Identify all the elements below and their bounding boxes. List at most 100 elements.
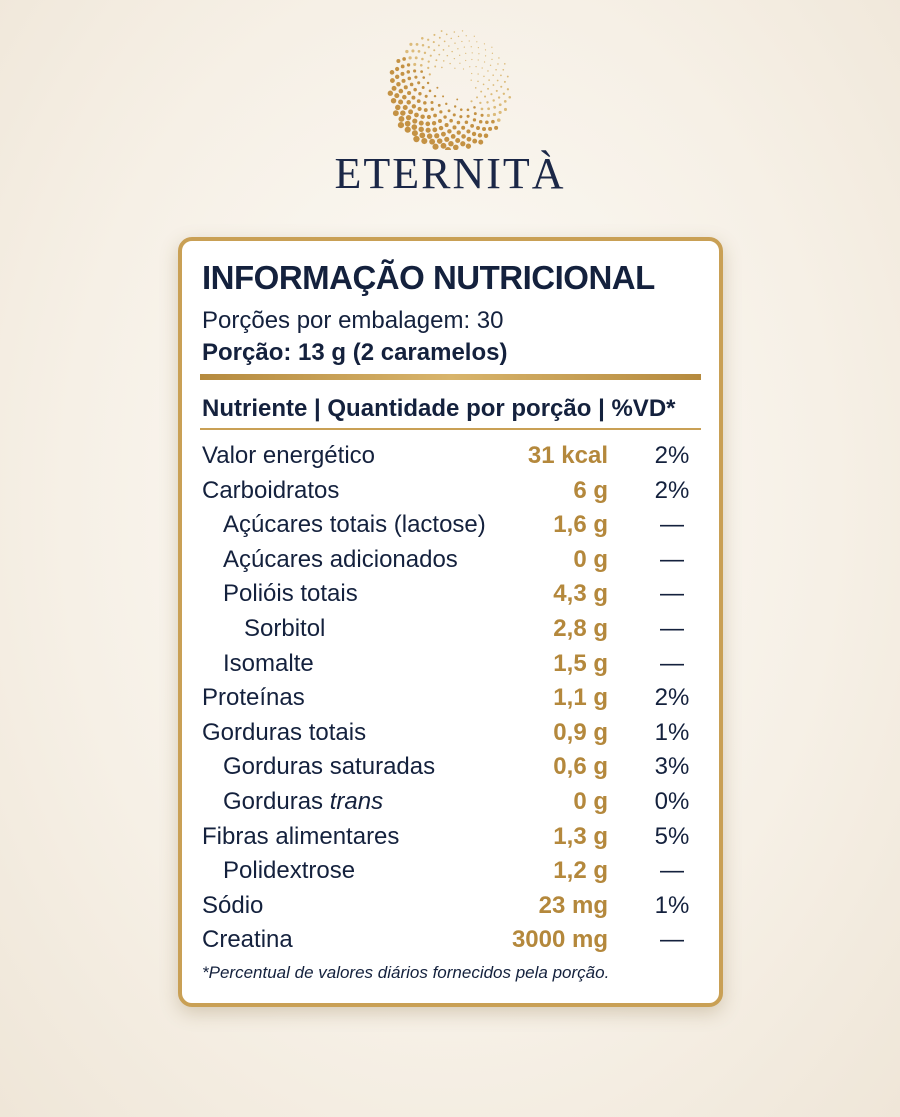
logo-dot	[487, 87, 489, 90]
nutrient-amount: 4,3 g	[553, 580, 608, 608]
nutrient-dv: 5%	[654, 822, 690, 850]
nutrient-name: Gorduras totais	[202, 718, 367, 746]
logo-dot	[425, 121, 431, 127]
logo-dot	[500, 74, 502, 77]
nutrient-name-text: Sódio	[202, 891, 264, 919]
nutrient-dv: —	[660, 857, 684, 885]
logo-dot	[475, 65, 477, 68]
nutrient-name-text: Creatina	[202, 926, 293, 954]
logo-dot	[487, 107, 491, 111]
logo-dot	[406, 70, 411, 74]
logo-dot	[443, 115, 447, 119]
logo-dot	[504, 63, 506, 65]
logo-dot	[423, 108, 428, 112]
logo-dot	[459, 54, 461, 56]
logo-dot	[426, 81, 430, 85]
logo-dot	[428, 89, 432, 93]
logo-dot	[408, 56, 412, 60]
logo-dot	[417, 106, 422, 112]
logo-dot	[449, 118, 453, 123]
logo-dot	[471, 131, 477, 137]
logo-dot	[465, 143, 472, 149]
logo-dot	[481, 67, 483, 69]
logo-dot	[477, 59, 479, 61]
logo-dot	[474, 87, 477, 89]
nutrition-card: INFORMAÇÃO NUTRICIONAL Porções por embal…	[178, 237, 723, 1007]
logo-dot	[389, 70, 395, 75]
logo-dot	[404, 126, 411, 133]
logo-dot	[426, 114, 431, 120]
gold-divider	[200, 374, 701, 380]
logo-dot	[398, 116, 405, 122]
nutrient-name-italic: trans	[329, 788, 384, 815]
logo-dot	[480, 113, 484, 117]
logo-dot	[466, 108, 470, 112]
nutrient-name-text: Gorduras saturadas	[223, 753, 436, 781]
footnote: *Percentual de valores diários fornecido…	[202, 963, 610, 982]
logo-dot	[468, 40, 470, 42]
logo-dot	[445, 102, 448, 106]
logo-dot	[508, 95, 512, 99]
logo-dot	[413, 135, 420, 143]
logo-dot	[477, 47, 479, 49]
nutrient-amount: 3000 mg	[511, 926, 608, 954]
logo-dot	[392, 110, 399, 117]
logo-dot	[443, 40, 446, 43]
logo-dot	[452, 113, 456, 117]
logo-dot	[477, 80, 479, 83]
logo-dot	[479, 101, 482, 105]
logo-dot	[452, 144, 459, 150]
logo-dot	[480, 107, 484, 111]
logo-dot	[473, 112, 477, 116]
logo-dot	[402, 104, 408, 110]
logo-dot	[450, 37, 453, 40]
logo-dot	[421, 137, 428, 145]
logo-dot	[452, 125, 457, 130]
logo-dot	[437, 103, 441, 107]
nutrient-dv: —	[660, 511, 684, 539]
logo-dot	[407, 76, 412, 81]
logo-dot	[418, 92, 422, 96]
nutrient-amount: 0,6 g	[553, 753, 608, 781]
logo-dot	[441, 66, 443, 69]
logo-dot	[487, 70, 489, 72]
nutrient-name-text: Carboidratos	[202, 476, 340, 504]
logo-dot	[498, 110, 502, 114]
logo-dot	[407, 90, 412, 96]
logo-dot	[495, 69, 497, 71]
logo-dot	[395, 66, 400, 72]
nutrient-name-text: Valor energético	[202, 442, 375, 469]
logo-dot	[402, 57, 406, 61]
logo-dot	[488, 126, 493, 131]
logo-dot	[470, 123, 474, 128]
logo-dot	[460, 141, 466, 147]
logo-dot	[394, 93, 400, 99]
logo-dot	[430, 101, 434, 105]
nutrient-name: Açúcares totais (lactose)	[223, 513, 486, 537]
nutrient-amount: 0 g	[573, 545, 608, 573]
logo-dot	[497, 63, 499, 65]
nutrient-dv: —	[660, 926, 684, 954]
logo-dot	[483, 95, 487, 98]
logo-dot	[421, 57, 424, 61]
logo-dot	[469, 66, 471, 68]
logo-dot	[448, 141, 454, 147]
logo-dot	[394, 74, 400, 79]
nutrient-name: Carboidratos	[202, 476, 340, 504]
logo-dot	[485, 120, 489, 125]
logo-dot	[432, 143, 439, 150]
nutrient-amount: 0,9 g	[553, 718, 608, 746]
nutrient-name: Polidextrose	[223, 859, 355, 883]
logo-dot	[454, 67, 456, 69]
logo-dot	[463, 46, 465, 48]
logo-dot	[414, 56, 418, 60]
logo-dot	[483, 43, 486, 45]
nutrient-name-text: Gorduras totais	[202, 718, 367, 746]
logo-dot	[439, 110, 443, 114]
logo-dot	[413, 62, 417, 66]
logo-dot	[427, 38, 430, 41]
logo-dot	[445, 33, 448, 36]
logo-dot	[414, 75, 418, 79]
nutrient-amount: 1,1 g	[553, 684, 608, 712]
logo-dot	[491, 119, 495, 124]
